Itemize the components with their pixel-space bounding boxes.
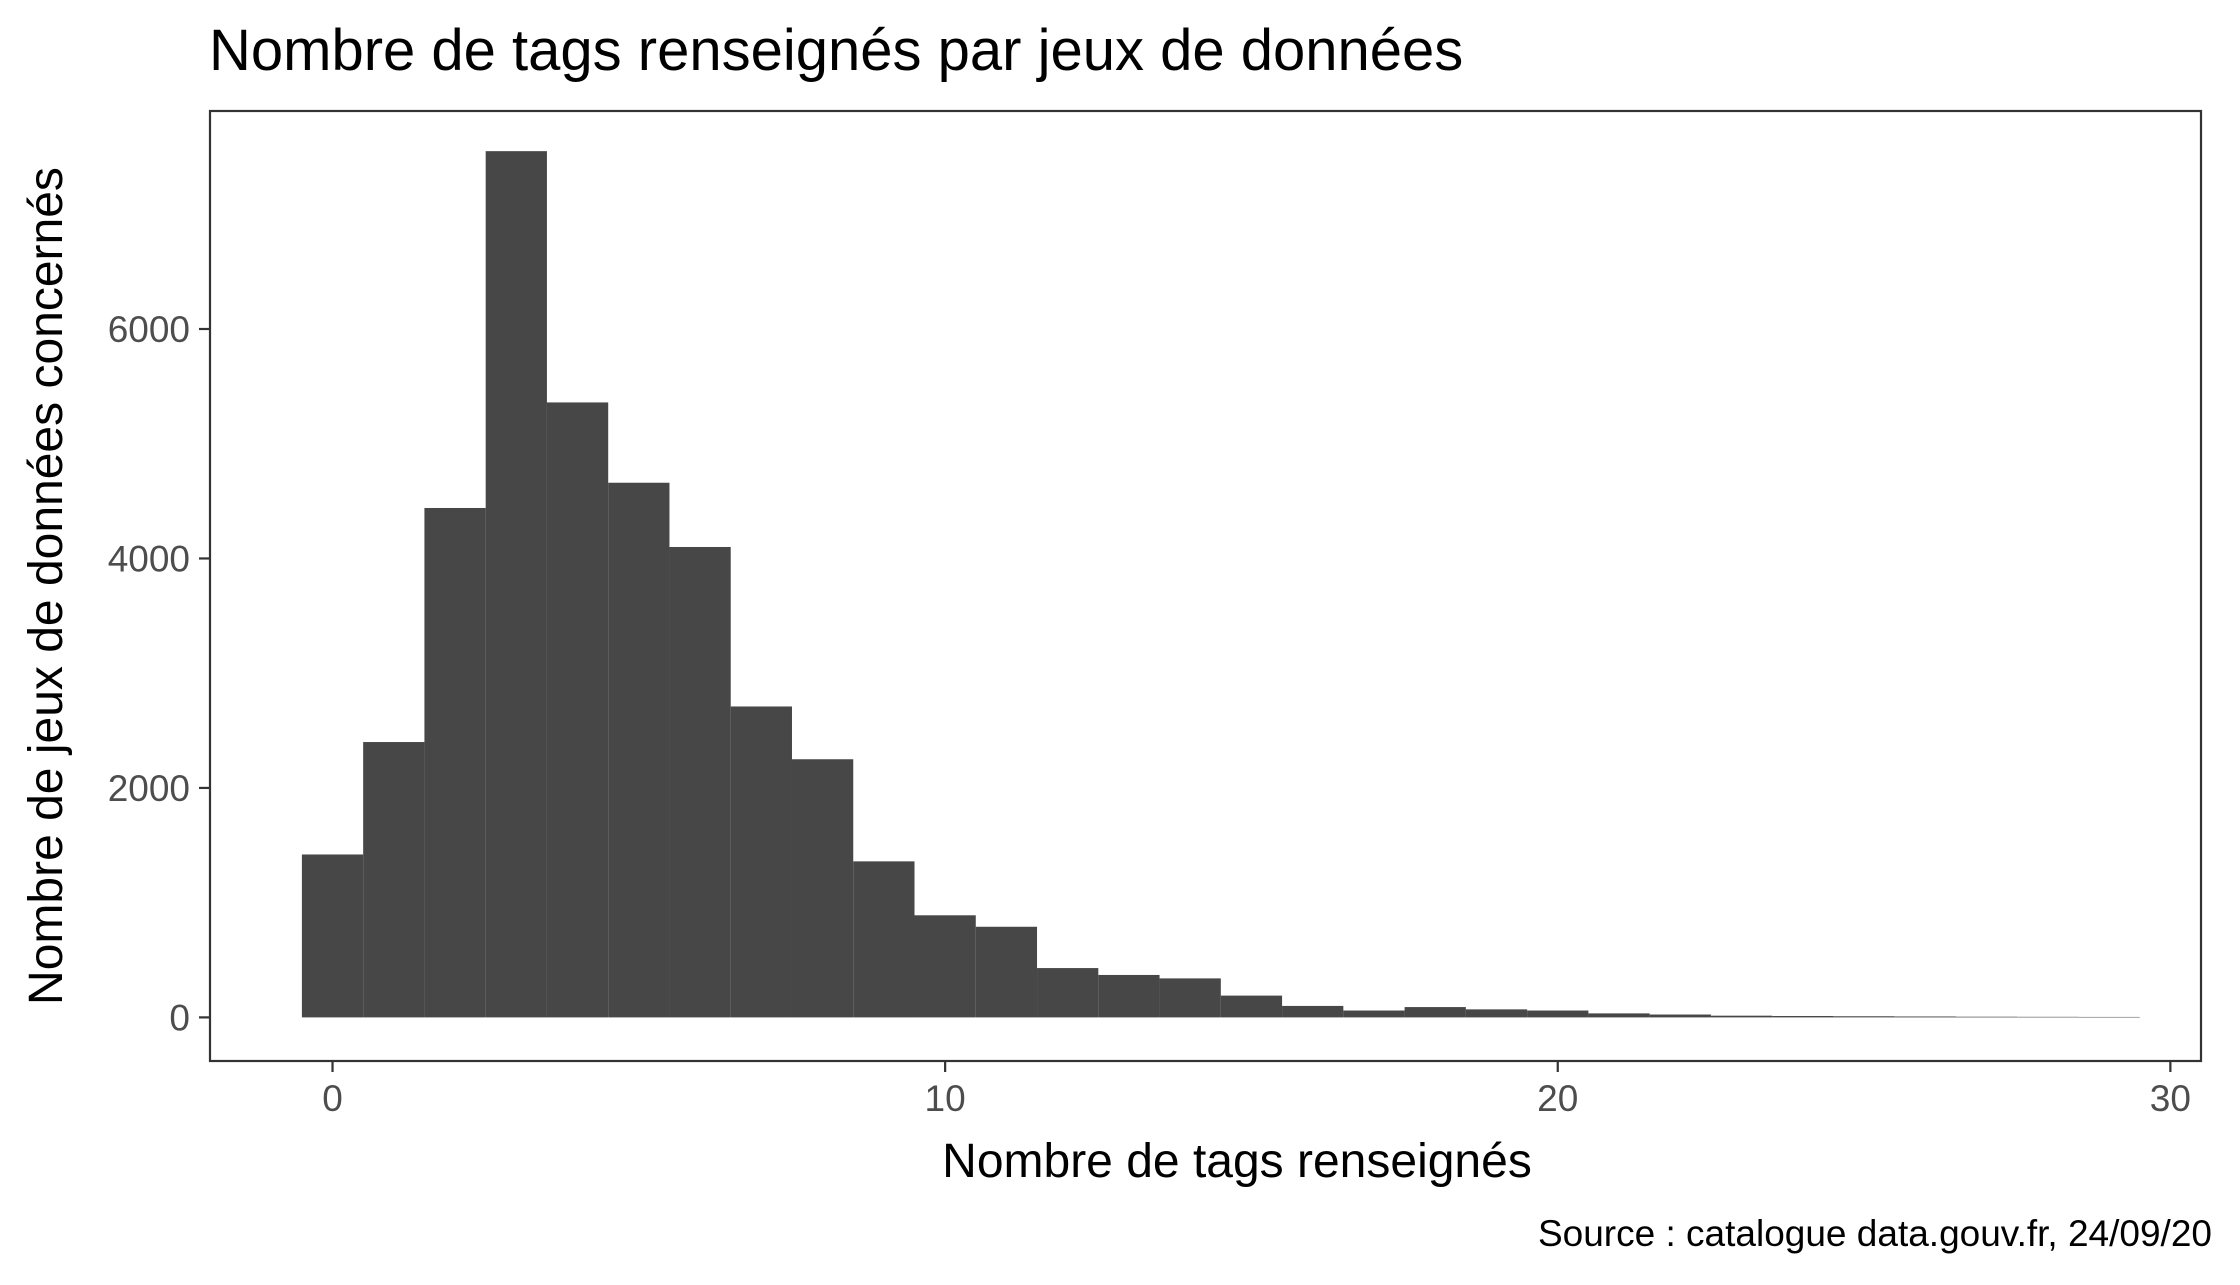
chart-caption: Source : catalogue data.gouv.fr, 24/09/2…	[1538, 1213, 2212, 1254]
histogram-bar	[1955, 1016, 2018, 1018]
histogram-bar	[1833, 1016, 1895, 1018]
histogram-bar	[424, 507, 486, 1018]
histogram-bar	[1772, 1016, 1834, 1018]
histogram-bar	[730, 706, 792, 1018]
y-axis-title: Nombre de jeux de données concernés	[20, 167, 73, 1005]
histogram-bar	[1404, 1007, 1466, 1018]
y-tick-label: 2000	[108, 768, 190, 809]
histogram-bar	[853, 861, 915, 1018]
histogram-bar	[914, 915, 976, 1018]
y-tick-label: 4000	[108, 538, 190, 579]
x-axis: 0 10 20 30	[322, 1061, 2191, 1119]
chart-title: Nombre de tags renseignés par jeux de do…	[209, 18, 1463, 83]
x-axis-title: Nombre de tags renseignés	[942, 1135, 1532, 1188]
x-tick-label: 30	[2150, 1078, 2191, 1119]
histogram-bar	[485, 151, 547, 1018]
histogram-bar	[1588, 1013, 1650, 1018]
histogram-bar	[669, 546, 731, 1018]
y-axis: 0 2000 4000 6000	[108, 309, 210, 1038]
histogram-bar	[608, 482, 670, 1018]
histogram-bar	[1282, 1005, 1344, 1018]
histogram-bar	[1343, 1010, 1405, 1018]
plot-panel-border	[208, 109, 2203, 1063]
histogram-bar	[1465, 1009, 1528, 1018]
histogram-bar	[975, 926, 1038, 1018]
histogram-bar	[363, 742, 425, 1018]
histogram-bar	[1894, 1016, 1956, 1018]
x-tick-label: 10	[925, 1078, 966, 1119]
x-tick-label: 20	[1537, 1078, 1578, 1119]
y-tick-label: 6000	[108, 309, 190, 350]
histogram-bar	[1159, 978, 1221, 1018]
x-tick-label: 0	[322, 1078, 343, 1119]
histogram-bar	[2078, 1016, 2140, 1018]
y-tick-label: 0	[169, 997, 190, 1038]
histogram-bar	[1037, 968, 1099, 1018]
histogram-bar	[546, 402, 609, 1018]
histogram-bar	[1098, 974, 1160, 1018]
histogram-bar	[2017, 1016, 2079, 1018]
histogram-bar	[301, 854, 364, 1018]
histogram-bar	[1649, 1014, 1711, 1018]
histogram-bar	[1710, 1015, 1773, 1018]
histogram-bar	[1220, 995, 1283, 1018]
histogram-bar	[1527, 1010, 1589, 1018]
histogram-bar	[791, 759, 854, 1018]
bars-group	[301, 151, 2140, 1018]
